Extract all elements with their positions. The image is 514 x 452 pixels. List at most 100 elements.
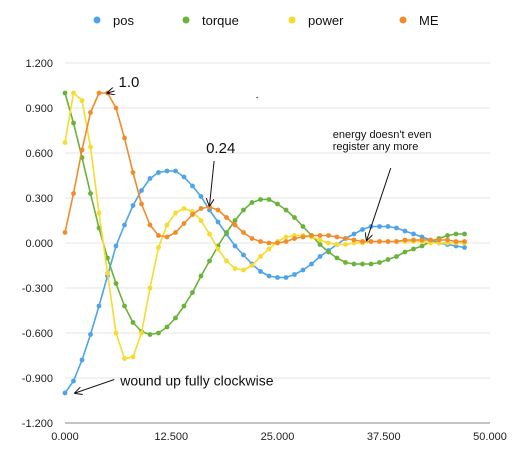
data-point-pos (164, 168, 170, 174)
annotation-text: 1.0 (119, 74, 140, 91)
data-point-pos (147, 176, 153, 181)
data-point-me (215, 207, 221, 213)
y-tick-label: -1.200 (22, 418, 53, 430)
data-point-power (105, 270, 110, 276)
data-point-torque (300, 224, 306, 229)
data-point-me (283, 239, 289, 244)
data-point-pos (79, 357, 85, 363)
data-point-power (122, 356, 127, 361)
data-point-me (360, 239, 365, 244)
data-point-pos (377, 224, 382, 229)
data-point-me (232, 222, 238, 228)
data-point-pos (283, 275, 289, 280)
data-point-torque (130, 320, 136, 325)
data-point-torque (326, 249, 331, 255)
data-point-pos (266, 273, 272, 279)
data-point-torque (394, 254, 399, 259)
data-point-torque (377, 260, 382, 265)
data-point-torque (402, 249, 408, 255)
legend-marker-me (399, 16, 407, 24)
data-point-pos (241, 252, 246, 258)
data-point-pos (88, 332, 93, 337)
legend-label-pos: pos (113, 13, 134, 28)
data-point-pos (139, 188, 144, 193)
data-point-pos (462, 245, 467, 250)
data-point-pos (113, 243, 119, 249)
data-point-pos (215, 219, 221, 225)
annotation-text: 0.24 (206, 140, 235, 157)
data-point-pos (173, 168, 178, 174)
data-point-me (385, 239, 391, 244)
series-line-me (64, 92, 465, 244)
data-point-power (343, 242, 348, 247)
data-point-torque (334, 255, 340, 261)
data-point-me (190, 212, 195, 217)
data-point-torque (266, 197, 272, 202)
data-point-power (258, 254, 263, 259)
data-point-torque (292, 215, 297, 220)
data-point-torque (71, 120, 76, 126)
data-point-me (147, 222, 153, 228)
data-point-torque (368, 261, 374, 267)
data-point-me (292, 236, 297, 241)
legend-marker-torque (182, 16, 190, 24)
data-point-me (394, 239, 399, 244)
data-point-power (139, 330, 144, 336)
x-tick-label: 50.000 (473, 431, 507, 443)
data-point-torque (207, 258, 212, 264)
data-point-torque (156, 330, 161, 336)
data-point-torque (122, 303, 127, 309)
data-point-torque (164, 324, 170, 330)
data-point-torque (453, 231, 459, 237)
data-point-torque (360, 261, 365, 267)
data-point-pos (156, 170, 161, 175)
annotation-arrow (210, 160, 215, 206)
data-point-me (181, 221, 187, 226)
data-point-me (428, 237, 433, 243)
y-tick-label: 0.000 (25, 238, 53, 250)
data-point-power (249, 263, 255, 268)
x-tick-label: 25.000 (261, 431, 295, 443)
data-point-me (275, 240, 280, 246)
data-point-torque (343, 260, 348, 265)
data-point-me (62, 230, 68, 235)
legend-label-me: ME (419, 13, 439, 28)
annotation-arrow (367, 167, 392, 240)
data-point-pos (181, 174, 187, 180)
data-point-me (402, 237, 408, 243)
data-point-pos (275, 275, 280, 280)
data-point-power (283, 234, 289, 240)
data-point-me (249, 236, 255, 241)
data-point-me (300, 234, 306, 240)
data-point-power (232, 266, 238, 271)
data-point-me (164, 234, 170, 240)
data-point-torque (113, 281, 119, 286)
data-point-torque (445, 233, 450, 238)
data-point-pos (130, 203, 136, 208)
data-point-me (419, 237, 425, 243)
data-point-me (71, 191, 76, 196)
data-point-me (445, 237, 450, 243)
data-point-me (368, 239, 374, 244)
data-point-power (241, 267, 246, 273)
data-point-torque (317, 242, 323, 247)
data-point-power (88, 144, 93, 150)
data-point-me (113, 105, 119, 111)
data-point-pos (385, 224, 391, 229)
data-point-torque (181, 303, 187, 309)
data-point-pos (394, 225, 399, 231)
data-point-power (207, 231, 212, 237)
data-point-me (462, 239, 467, 244)
data-point-power (334, 242, 340, 247)
data-point-me (198, 206, 204, 211)
y-tick-label: -0.900 (22, 373, 53, 385)
stray-dot (256, 96, 258, 99)
data-point-power (224, 258, 229, 264)
legend-marker-power (288, 16, 296, 24)
data-point-me (224, 215, 229, 220)
data-point-me (317, 233, 323, 238)
data-point-power (326, 240, 331, 246)
data-point-pos (198, 194, 204, 199)
data-point-torque (224, 230, 229, 235)
